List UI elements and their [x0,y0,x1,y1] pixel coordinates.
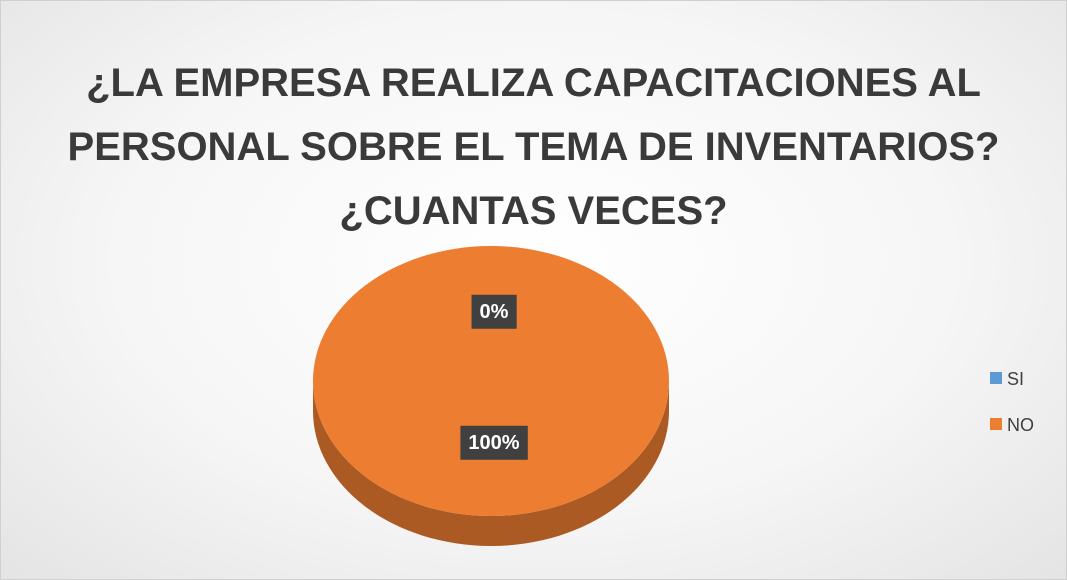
legend-swatch [990,418,1002,430]
legend-label: NO [1007,415,1034,435]
pie-side [313,381,669,546]
data-label-box [471,294,517,329]
data-label-text: 0% [480,301,509,323]
pie-slice [313,246,669,516]
data-label-text: 100% [468,432,519,454]
data-label-box [460,425,528,460]
data-label: 100% [460,425,528,460]
legend-swatch [990,372,1002,384]
legend-label: SI [1007,369,1024,389]
chart-title: ¿LA EMPRESA REALIZA CAPACITACIONES AL PE… [67,61,1000,233]
data-label: 0% [471,294,517,329]
